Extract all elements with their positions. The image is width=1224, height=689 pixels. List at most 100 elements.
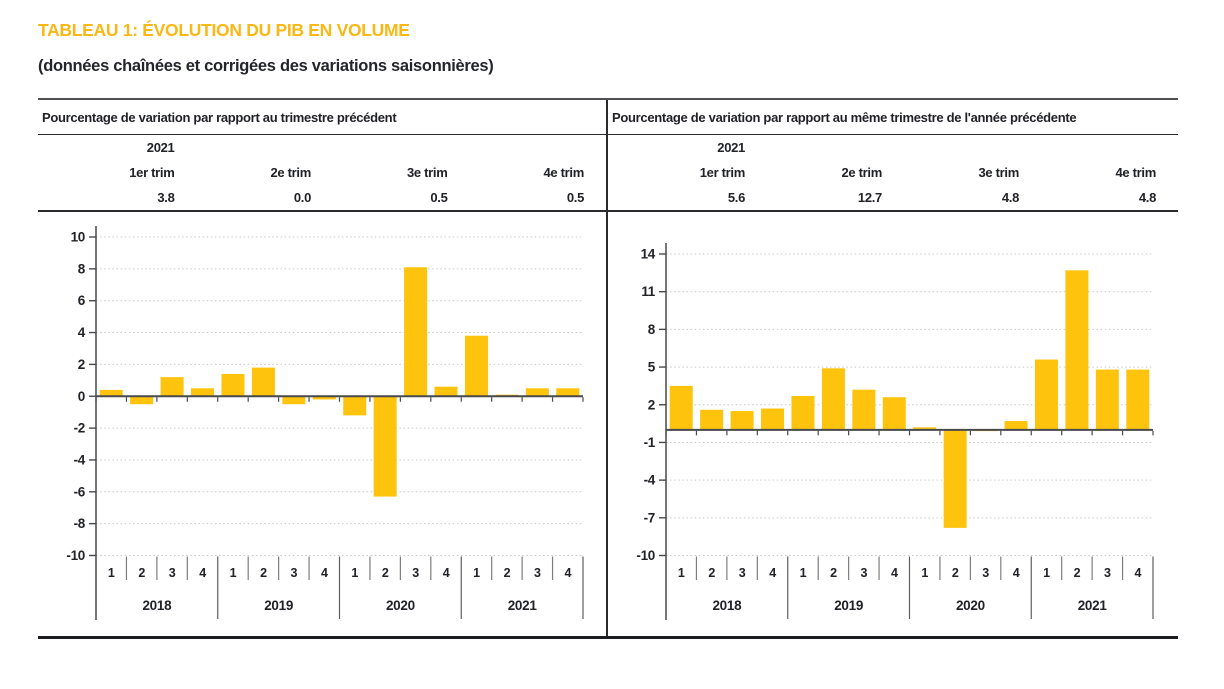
y-tick-label: 2 <box>648 397 655 412</box>
quarter-label: 3 <box>739 566 746 580</box>
value-3e-trim: 0.5 <box>430 190 448 205</box>
qoq-bar-chart: 10 8 6 4 2 0 -2 -4 -6 -8 -10 1 2 3 4 1 2 3 4 1 2 3 4 1 2 3 4 2018 20… <box>66 226 584 620</box>
year-row: 2021 <box>38 135 584 160</box>
y-tick-label: -6 <box>74 484 86 499</box>
bar <box>373 396 397 497</box>
quarter-label: 2 <box>830 566 837 580</box>
value-2e-trim: 0.0 <box>293 190 311 205</box>
col-2e-trim: 2e trim <box>270 165 311 180</box>
quarter-label: 2 <box>952 566 959 580</box>
bar <box>852 389 876 430</box>
qoq-chart-area: 10 8 6 4 2 0 -2 -4 -6 -8 -10 1 2 3 4 1 2 3 4 1 2 3 4 1 2 3 4 2018 20… <box>38 212 606 633</box>
y-tick-label: 8 <box>78 261 86 276</box>
col-4e-trim: 4e trim <box>543 165 584 180</box>
bar <box>1034 359 1058 430</box>
quarter-label: 3 <box>412 566 419 580</box>
y-tick-label: -8 <box>74 516 86 531</box>
yoy-chart-area: 14 11 8 5 2 -1 -4 -7 -10 1 2 3 4 1 2 3 4 1 2 3 4 1 2 3 4 2018 2019… <box>608 212 1178 633</box>
bar <box>282 396 306 405</box>
bar <box>791 395 815 430</box>
y-tick-label: 10 <box>71 230 85 245</box>
bar <box>556 388 580 397</box>
bar <box>343 396 367 416</box>
y-tick-label: -7 <box>644 510 655 525</box>
bar <box>99 389 123 397</box>
quarter-label: 2 <box>1074 566 1081 580</box>
quarter-label: 3 <box>861 566 868 580</box>
yoy-bar-chart: 14 11 8 5 2 -1 -4 -7 -10 1 2 3 4 1 2 3 4 1 2 3 4 1 2 3 4 2018 2019… <box>636 243 1154 620</box>
year-label: 2021 <box>1078 598 1108 613</box>
page-title: TABLEAU 1: ÉVOLUTION DU PIB EN VOLUME <box>38 20 410 40</box>
col-4e-trim: 4e trim <box>1115 165 1156 180</box>
quarter-label: 2 <box>504 566 511 580</box>
bar <box>1095 369 1119 430</box>
col-1er-trim: 1er trim <box>129 165 175 180</box>
year-label: 2021 <box>717 140 745 155</box>
bar <box>130 396 154 405</box>
quarter-label: 2 <box>260 566 267 580</box>
col-2e-trim: 2e trim <box>841 165 882 180</box>
y-tick-label: 14 <box>641 247 656 262</box>
quarter-label: 1 <box>351 566 358 580</box>
quarter-label: 4 <box>564 566 571 580</box>
y-tick-label: 6 <box>78 293 86 308</box>
quarter-label: 3 <box>534 566 541 580</box>
quarter-label: 2 <box>708 566 715 580</box>
quarter-label: 2 <box>138 566 145 580</box>
y-tick-label: -1 <box>644 435 656 450</box>
bar <box>525 388 549 397</box>
quarter-label: 1 <box>800 566 807 580</box>
year-label: 2019 <box>834 598 863 613</box>
bar <box>251 367 275 397</box>
col-3e-trim: 3e trim <box>978 165 1019 180</box>
value-2e-trim: 12.7 <box>857 190 882 205</box>
quarter-label: 1 <box>678 566 685 580</box>
quarter-values-row: 3.8 0.0 0.5 0.5 <box>38 185 584 210</box>
bar <box>882 397 906 430</box>
quarter-label: 4 <box>891 566 898 580</box>
bar <box>221 373 245 397</box>
year-label: 2018 <box>142 598 172 613</box>
quarter-label: 1 <box>473 566 480 580</box>
bar <box>1065 270 1089 430</box>
quarter-label: 4 <box>769 566 776 580</box>
bar <box>761 408 785 430</box>
panel-yoy-header: Pourcentage de variation par rapport au … <box>608 100 1178 135</box>
bar <box>160 377 184 397</box>
bar <box>404 267 428 397</box>
y-tick-label: -2 <box>74 421 85 436</box>
value-3e-trim: 4.8 <box>1001 190 1019 205</box>
y-tick-label: 0 <box>78 389 85 404</box>
y-tick-label: 5 <box>648 360 656 375</box>
value-4e-trim: 4.8 <box>1138 190 1156 205</box>
quarter-label: 1 <box>921 566 928 580</box>
year-label: 2020 <box>386 598 415 613</box>
bar <box>730 411 754 430</box>
bar <box>669 385 693 430</box>
panel-qoq-header: Pourcentage de variation par rapport au … <box>38 100 606 135</box>
quarter-label: 3 <box>169 566 176 580</box>
quarter-label: 1 <box>230 566 237 580</box>
quarter-label: 4 <box>1013 566 1020 580</box>
quarter-label: 1 <box>1043 566 1050 580</box>
year-label: 2020 <box>956 598 985 613</box>
year-label: 2019 <box>264 598 293 613</box>
y-tick-label: 11 <box>641 284 655 299</box>
y-tick-label: -4 <box>74 452 86 467</box>
value-1er-trim: 5.6 <box>727 190 745 205</box>
y-tick-label: -10 <box>66 548 85 563</box>
bar <box>943 429 967 528</box>
quarter-label: 4 <box>199 566 206 580</box>
y-tick-label: 4 <box>78 325 86 340</box>
bar <box>821 368 845 430</box>
quarter-label: 1 <box>108 566 115 580</box>
y-tick-label: 8 <box>648 322 656 337</box>
quarter-label: 4 <box>443 566 450 580</box>
bar <box>1004 421 1028 430</box>
year-label: 2021 <box>146 140 175 155</box>
quarter-label: 3 <box>982 566 989 580</box>
bar <box>1126 369 1150 430</box>
y-tick-label: -10 <box>636 548 655 563</box>
quarter-values-row: 5.6 12.7 4.8 4.8 <box>608 185 1156 210</box>
quarter-label: 3 <box>291 566 298 580</box>
